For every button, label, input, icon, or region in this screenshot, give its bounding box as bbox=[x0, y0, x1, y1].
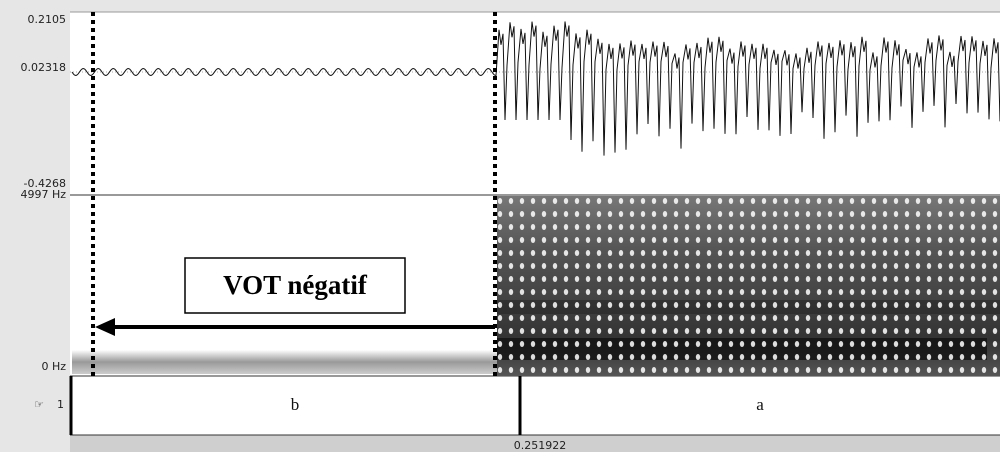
arrow-head bbox=[95, 318, 115, 336]
interval-label[interactable]: a bbox=[756, 395, 764, 414]
spectrogram-texture bbox=[497, 196, 1000, 376]
interval-label[interactable]: b bbox=[291, 395, 300, 414]
bottom-bar[interactable] bbox=[70, 435, 1000, 452]
cursor-time: 0.251922 bbox=[514, 439, 567, 452]
left-gutter bbox=[0, 0, 70, 452]
waveform-max: 0.2105 bbox=[28, 13, 67, 26]
waveform-min: -0.4268 bbox=[24, 177, 66, 190]
top-bar bbox=[0, 0, 1000, 12]
spectrogram-low-band bbox=[72, 350, 497, 374]
tier-icon: ☞ bbox=[34, 398, 44, 411]
spectrogram-bottom: 0 Hz bbox=[41, 360, 66, 373]
tier-number[interactable]: 1 bbox=[57, 398, 64, 411]
waveform-zero: 0.02318 bbox=[21, 61, 67, 74]
waveform bbox=[71, 21, 1000, 156]
annotation-text: VOT négatif bbox=[223, 270, 368, 300]
annotation-box bbox=[184, 257, 406, 314]
spectrogram-top: 4997 Hz bbox=[20, 188, 66, 201]
